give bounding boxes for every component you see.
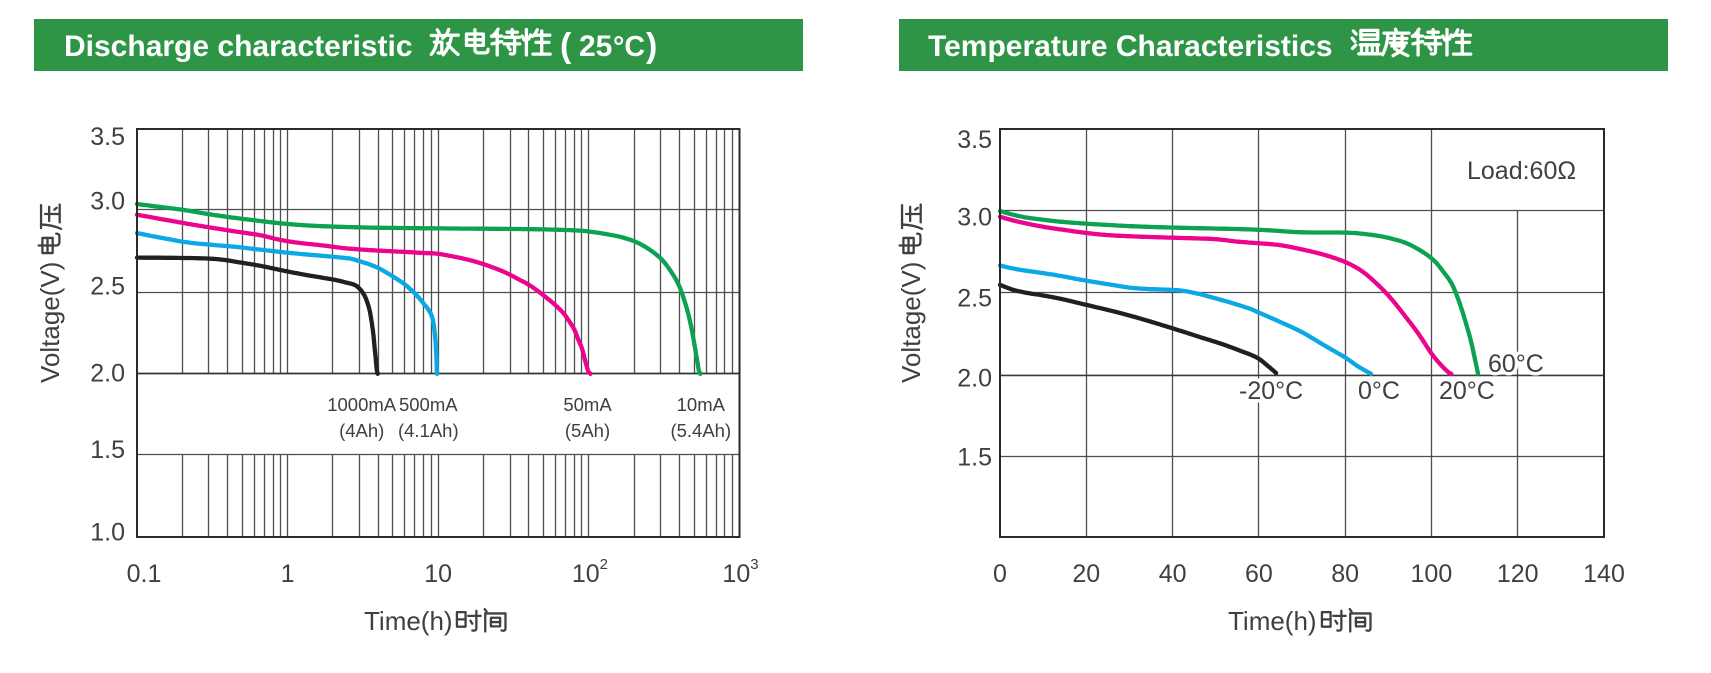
svg-text:(4Ah): (4Ah): [339, 420, 384, 441]
svg-text:20°C: 20°C: [1439, 377, 1495, 405]
svg-text:1.5: 1.5: [90, 436, 125, 464]
svg-text:140: 140: [1583, 560, 1625, 588]
svg-text:Time(h): Time(h): [364, 606, 453, 636]
svg-text:50mA: 50mA: [563, 394, 612, 415]
svg-text:10mA: 10mA: [677, 394, 726, 415]
svg-text:500mA: 500mA: [399, 394, 458, 415]
svg-text:1.0: 1.0: [90, 519, 125, 547]
svg-text:100: 100: [1411, 560, 1453, 588]
svg-text:(5Ah): (5Ah): [565, 420, 610, 441]
svg-text:2.0: 2.0: [90, 360, 125, 388]
svg-text:3.5: 3.5: [90, 123, 125, 151]
svg-text:2.5: 2.5: [90, 273, 125, 301]
svg-text:25: 25: [579, 30, 612, 63]
svg-text:3.0: 3.0: [90, 188, 125, 216]
svg-text:1: 1: [281, 560, 295, 588]
svg-text:2.0: 2.0: [957, 364, 992, 392]
svg-text:(5.4Ah): (5.4Ah): [670, 420, 731, 441]
svg-text:Discharge characteristic: Discharge characteristic: [64, 30, 413, 63]
svg-text:-20°C: -20°C: [1239, 377, 1303, 405]
svg-text:20: 20: [1072, 560, 1100, 588]
svg-text:3.0: 3.0: [957, 204, 992, 232]
svg-text:60°C: 60°C: [1488, 350, 1544, 378]
svg-text:): ): [646, 27, 657, 65]
svg-text:(4.1Ah): (4.1Ah): [398, 420, 459, 441]
svg-text:2.5: 2.5: [957, 285, 992, 313]
svg-text:Time(h): Time(h): [1228, 606, 1317, 636]
svg-text:40: 40: [1159, 560, 1187, 588]
svg-text:0.1: 0.1: [127, 560, 162, 588]
svg-text:10: 10: [424, 560, 452, 588]
svg-text:1000mA: 1000mA: [327, 394, 397, 415]
svg-text:Voltage(V): Voltage(V): [896, 262, 926, 383]
svg-text:120: 120: [1497, 560, 1539, 588]
svg-text:0°C: 0°C: [1358, 377, 1400, 405]
svg-text:(: (: [560, 27, 572, 65]
svg-text:60: 60: [1245, 560, 1273, 588]
svg-text:1.5: 1.5: [957, 444, 992, 472]
svg-text:°C: °C: [613, 31, 645, 63]
svg-text:3.5: 3.5: [957, 126, 992, 154]
svg-text:Temperature Characteristics: Temperature Characteristics: [928, 30, 1333, 63]
svg-text:Load:60Ω: Load:60Ω: [1467, 157, 1576, 185]
svg-text:Voltage(V): Voltage(V): [35, 262, 65, 383]
svg-text:80: 80: [1331, 560, 1359, 588]
svg-text:0: 0: [993, 560, 1007, 588]
